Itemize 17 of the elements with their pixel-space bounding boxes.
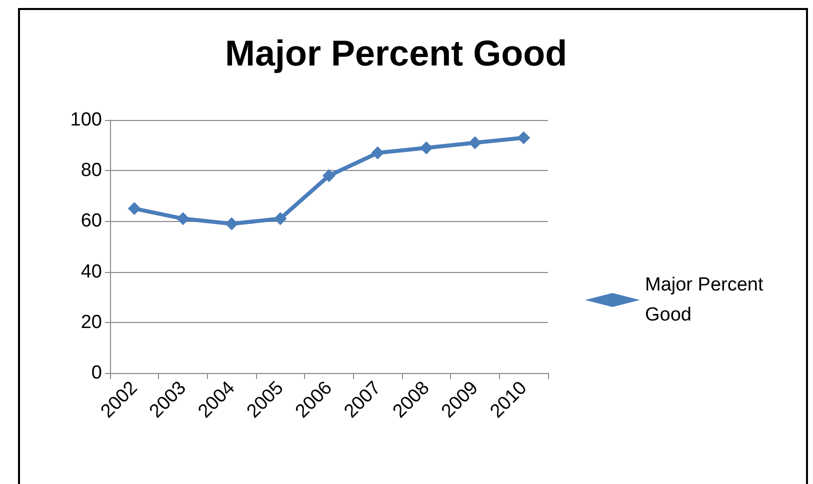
point <box>225 217 238 230</box>
y-tick-label: 20 <box>80 312 102 333</box>
point <box>420 141 433 154</box>
point <box>128 202 141 216</box>
y-tick-label: 80 <box>80 160 102 182</box>
y-tick-label: 40 <box>80 261 102 282</box>
point <box>176 212 190 226</box>
y-tick-label: 100 <box>70 110 102 130</box>
point <box>517 131 530 144</box>
point <box>274 212 287 226</box>
chart-title: Major Percent Good <box>225 32 568 74</box>
y-tick-label: 60 <box>80 210 102 232</box>
point <box>371 146 384 160</box>
legend-label: Major Percent Good <box>645 274 769 326</box>
y-tick-label: 0 <box>91 362 102 384</box>
point <box>468 136 482 150</box>
point <box>322 169 336 182</box>
